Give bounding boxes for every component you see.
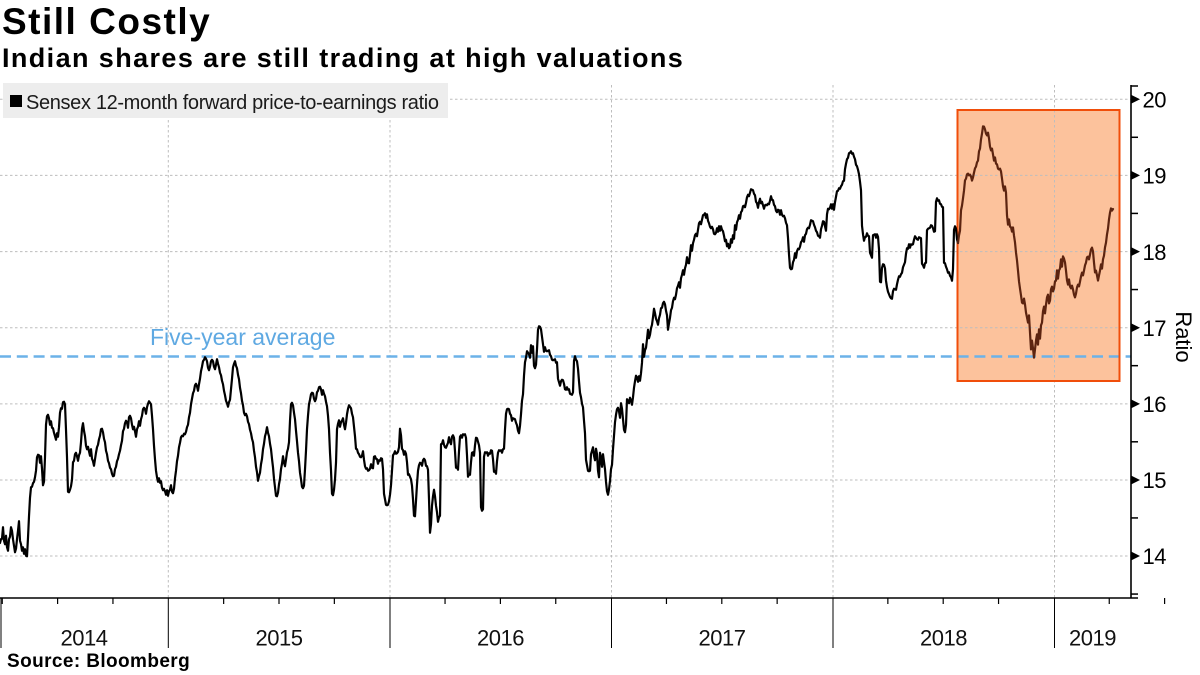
svg-text:14: 14 [1143,544,1167,569]
svg-text:2015: 2015 [256,626,303,651]
svg-text:Ratio: Ratio [1171,311,1196,362]
svg-text:15: 15 [1143,468,1167,493]
svg-text:2018: 2018 [920,626,967,651]
svg-text:20: 20 [1143,87,1167,112]
svg-text:17: 17 [1143,316,1167,341]
svg-text:18: 18 [1143,240,1167,265]
svg-text:16: 16 [1143,392,1167,417]
svg-text:2014: 2014 [61,626,108,651]
svg-text:2017: 2017 [699,626,746,651]
svg-text:Five-year average: Five-year average [150,324,335,350]
svg-text:2019: 2019 [1069,626,1116,651]
svg-text:19: 19 [1143,164,1167,189]
svg-text:2016: 2016 [477,626,524,651]
